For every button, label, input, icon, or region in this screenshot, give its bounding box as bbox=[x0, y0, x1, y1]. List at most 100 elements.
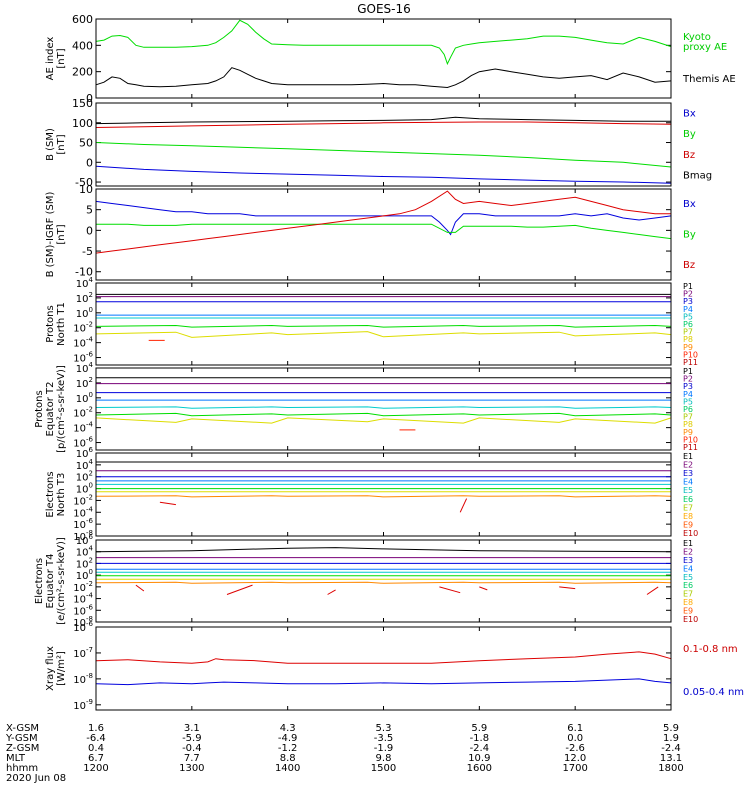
panel-frame bbox=[95, 539, 672, 623]
legend-entry: P4 bbox=[683, 390, 693, 399]
series-line-e8 bbox=[95, 581, 672, 584]
orbit-value: 1800 bbox=[658, 763, 683, 774]
orbit-value: -6.4 bbox=[86, 733, 106, 744]
legend-entry: E4 bbox=[683, 478, 693, 487]
y-axis-label: B (SM)-IGRF (SM) bbox=[45, 192, 56, 278]
orbit-value: 5.3 bbox=[376, 723, 392, 734]
series-line-e9 bbox=[135, 584, 145, 592]
y-tick-label: 102 bbox=[76, 376, 93, 390]
orbit-value: 6.7 bbox=[88, 753, 104, 764]
legend-entry: Themis AE bbox=[682, 74, 736, 85]
y-axis-label: [nT] bbox=[56, 224, 67, 244]
legend-entry: Bz bbox=[683, 260, 695, 271]
panel-frame bbox=[95, 102, 672, 187]
orbit-value: 10.9 bbox=[468, 753, 490, 764]
legend-entry: P9 bbox=[683, 428, 693, 437]
series-line-p5 bbox=[95, 406, 672, 409]
series-line-p6 bbox=[95, 412, 672, 417]
legend-entry: By bbox=[683, 230, 696, 241]
legend-entry: E10 bbox=[683, 615, 698, 624]
legend-entry: P1 bbox=[683, 282, 693, 291]
y-axis-label: [nT] bbox=[56, 48, 67, 68]
series-line-e1 bbox=[95, 547, 672, 553]
legend-entry: E2 bbox=[683, 547, 693, 556]
y-tick-label: 100 bbox=[72, 117, 93, 130]
legend-entry: E7 bbox=[683, 590, 693, 599]
legend-entry: E8 bbox=[683, 512, 693, 521]
legend-entry: P6 bbox=[683, 405, 693, 414]
series-line-e9 bbox=[159, 501, 176, 506]
legend-entry: E9 bbox=[683, 607, 693, 616]
y-tick-label: -5 bbox=[82, 245, 93, 258]
y-axis-label: Electrons bbox=[45, 471, 56, 517]
panel-frame bbox=[95, 452, 672, 537]
orbit-value: 6.1 bbox=[567, 723, 583, 734]
y-axis-label: North T1 bbox=[56, 302, 67, 346]
legend-entry: E5 bbox=[683, 573, 693, 582]
y-tick-label: 102 bbox=[76, 291, 93, 305]
series-line-kyoto-proxy-ae bbox=[95, 19, 672, 66]
series-line-e9 bbox=[559, 586, 576, 590]
panel-frame bbox=[95, 18, 672, 99]
y-tick-label: 0 bbox=[86, 156, 93, 169]
legend-entry: P11 bbox=[683, 358, 698, 367]
series-line-themis-ae bbox=[95, 67, 672, 89]
legend-entry: P9 bbox=[683, 343, 693, 352]
legend-entry: P5 bbox=[683, 397, 693, 406]
y-tick-label: 400 bbox=[72, 39, 93, 52]
legend-entry: P10 bbox=[683, 435, 698, 444]
panel-frame bbox=[95, 188, 672, 281]
series-line-bx bbox=[95, 200, 672, 236]
orbit-value: -0.4 bbox=[182, 743, 202, 754]
series-line-e9 bbox=[226, 584, 253, 595]
orbit-row-label: MLT bbox=[6, 753, 26, 764]
orbit-value: 1700 bbox=[562, 763, 587, 774]
orbit-value: -1.8 bbox=[470, 733, 490, 744]
orbit-value: 0.0 bbox=[567, 733, 583, 744]
series-line-p6 bbox=[95, 324, 672, 328]
legend-entry: Bx bbox=[683, 199, 696, 210]
orbit-value: 1300 bbox=[179, 763, 204, 774]
panel-frame bbox=[95, 282, 672, 366]
legend-entry: P2 bbox=[683, 290, 693, 299]
legend-entry: E10 bbox=[683, 529, 698, 538]
y-axis-label: [nT] bbox=[56, 134, 67, 154]
series-line-e8 bbox=[95, 495, 672, 498]
legend-entry: P1 bbox=[683, 367, 693, 376]
orbit-value: 1400 bbox=[275, 763, 300, 774]
y-tick-label: 600 bbox=[72, 13, 93, 26]
legend-entry: E2 bbox=[683, 461, 693, 470]
orbit-value: 3.1 bbox=[184, 723, 200, 734]
legend-entry: E3 bbox=[683, 556, 693, 565]
legend-entry: P4 bbox=[683, 305, 693, 314]
orbit-row-label: Z-GSM bbox=[6, 743, 39, 754]
legend-entry: P3 bbox=[683, 382, 693, 391]
y-tick-label: 10 bbox=[79, 183, 93, 196]
orbit-value: 5.9 bbox=[663, 723, 679, 734]
orbit-value: 7.7 bbox=[184, 753, 200, 764]
series-line-e9 bbox=[439, 586, 461, 594]
orbit-value: 1600 bbox=[467, 763, 492, 774]
legend-entry: P5 bbox=[683, 312, 693, 321]
series-line-0-1-0-8-nm bbox=[95, 651, 672, 664]
legend-entry: E4 bbox=[683, 564, 693, 573]
y-tick-label: 100 bbox=[76, 306, 93, 320]
panel-3: -10 -5 0 5 10 B (SM)-IGRF (SM) [nT] Bx By Bz bbox=[45, 183, 696, 281]
orbit-value: -4.9 bbox=[278, 733, 298, 744]
orbit-value: 1200 bbox=[83, 763, 108, 774]
legend-entry: P7 bbox=[683, 413, 693, 422]
orbit-value: -3.5 bbox=[374, 733, 394, 744]
series-line-p7 bbox=[95, 331, 672, 338]
y-tick-label: 150 bbox=[72, 97, 93, 110]
series-line-e9 bbox=[479, 586, 488, 591]
plot-title: GOES-16 bbox=[357, 2, 411, 16]
y-axis-label: Equator T4 bbox=[45, 554, 56, 609]
y-tick-label: 50 bbox=[79, 137, 93, 150]
y-tick-label: 10-2 bbox=[73, 406, 93, 420]
legend-entry: E9 bbox=[683, 520, 693, 529]
orbit-value: 4.3 bbox=[280, 723, 296, 734]
orbit-value: -2.4 bbox=[470, 743, 490, 754]
